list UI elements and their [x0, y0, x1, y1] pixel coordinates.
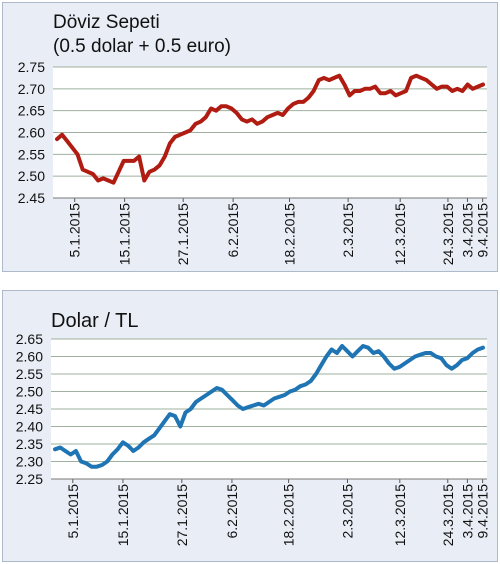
- usd-try-chart: 2.65 2.602.55 2.502.45 2.402.35 2.302.25 5.1.…: [16, 331, 491, 546]
- x-tick-label: 24.3.2015: [440, 203, 456, 265]
- y-tick-label: 2.65: [18, 103, 45, 119]
- x-tick-label: 5.1.2015: [67, 203, 83, 258]
- y-tick-label: 2.50: [16, 384, 43, 400]
- series-line: [55, 73, 485, 185]
- x-tick-label: 24.3.2015: [440, 484, 456, 546]
- chart-title: Dolar / TL: [51, 310, 139, 332]
- x-tick-label: 9.4.2015: [475, 484, 491, 539]
- x-tick-label: 12.3.2015: [392, 203, 408, 265]
- x-tick-label: 15.1.2015: [117, 203, 133, 265]
- usd-try-panel: 2.65 2.60 2.55 2.50 2.45 2.40 2.35 2.30 2.25 5.1.…: [2, 290, 498, 562]
- y-tick-label: 2.45: [16, 401, 43, 417]
- x-tick-label: 2.3.2015: [340, 203, 356, 258]
- x-tick-label: 2.3.2015: [339, 484, 355, 539]
- x-tick-label: 6.2.2015: [225, 203, 241, 258]
- y-tick-label: 2.35: [16, 436, 43, 452]
- y-tick-label: 2.60: [16, 349, 43, 365]
- x-tick-label: 6.2.2015: [224, 484, 240, 539]
- series-line: [53, 344, 485, 469]
- y-tick-label: 2.70: [18, 81, 45, 97]
- chart-title: Döviz Sepeti: [53, 12, 160, 33]
- y-tick-label: 2.50: [18, 168, 45, 184]
- y-tick-label: 2.75: [18, 59, 45, 75]
- x-tick-label: 9.4.2015: [475, 203, 491, 258]
- y-tick-label: 2.60: [18, 125, 45, 141]
- x-tick-label: 12.3.2015: [392, 484, 408, 546]
- x-tick-label: 15.1.2015: [115, 484, 131, 546]
- x-tick-label: 18.2.2015: [282, 203, 298, 265]
- x-tick-label: 3.4.2015: [459, 203, 475, 258]
- y-tick-label: 2.55: [16, 366, 43, 382]
- x-tick-label: 27.1.2015: [175, 203, 191, 265]
- x-tick-label: 18.2.2015: [281, 484, 297, 546]
- currency-basket-chart: 2.75 2.70 2.65 2.60 2.55 2.50 2.45 5.1.2015 15.1…: [18, 59, 491, 265]
- y-tick-label: 2.25: [16, 471, 43, 487]
- y-tick-label: 2.40: [16, 419, 43, 435]
- x-tick-label: 3.4.2015: [459, 484, 475, 539]
- y-tick-label: 2.30: [16, 454, 43, 470]
- y-tick-label: 2.65: [16, 331, 43, 347]
- y-tick-label: 2.45: [18, 190, 45, 206]
- chart-subtitle: (0.5 dolar + 0.5 euro): [53, 36, 231, 57]
- x-tick-label: 5.1.2015: [65, 484, 81, 539]
- x-tick-label: 27.1.2015: [174, 484, 190, 546]
- currency-basket-panel: 2.75 2.70 2.65 2.60 2.55 2.50 2.45 5.1.2015 15.1…: [2, 2, 498, 272]
- y-tick-label: 2.55: [18, 146, 45, 162]
